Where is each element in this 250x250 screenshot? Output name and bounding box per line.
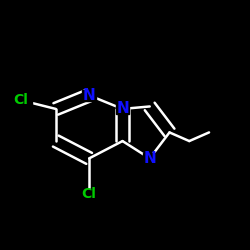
Bar bbox=[116, 103, 129, 115]
Bar bbox=[82, 90, 96, 101]
Text: N: N bbox=[83, 88, 96, 103]
Text: N: N bbox=[116, 102, 129, 116]
Bar bbox=[11, 95, 32, 106]
Text: Cl: Cl bbox=[82, 187, 96, 201]
Text: Cl: Cl bbox=[14, 93, 28, 107]
Text: N: N bbox=[143, 151, 156, 166]
Bar bbox=[79, 189, 100, 200]
Bar bbox=[143, 153, 156, 164]
